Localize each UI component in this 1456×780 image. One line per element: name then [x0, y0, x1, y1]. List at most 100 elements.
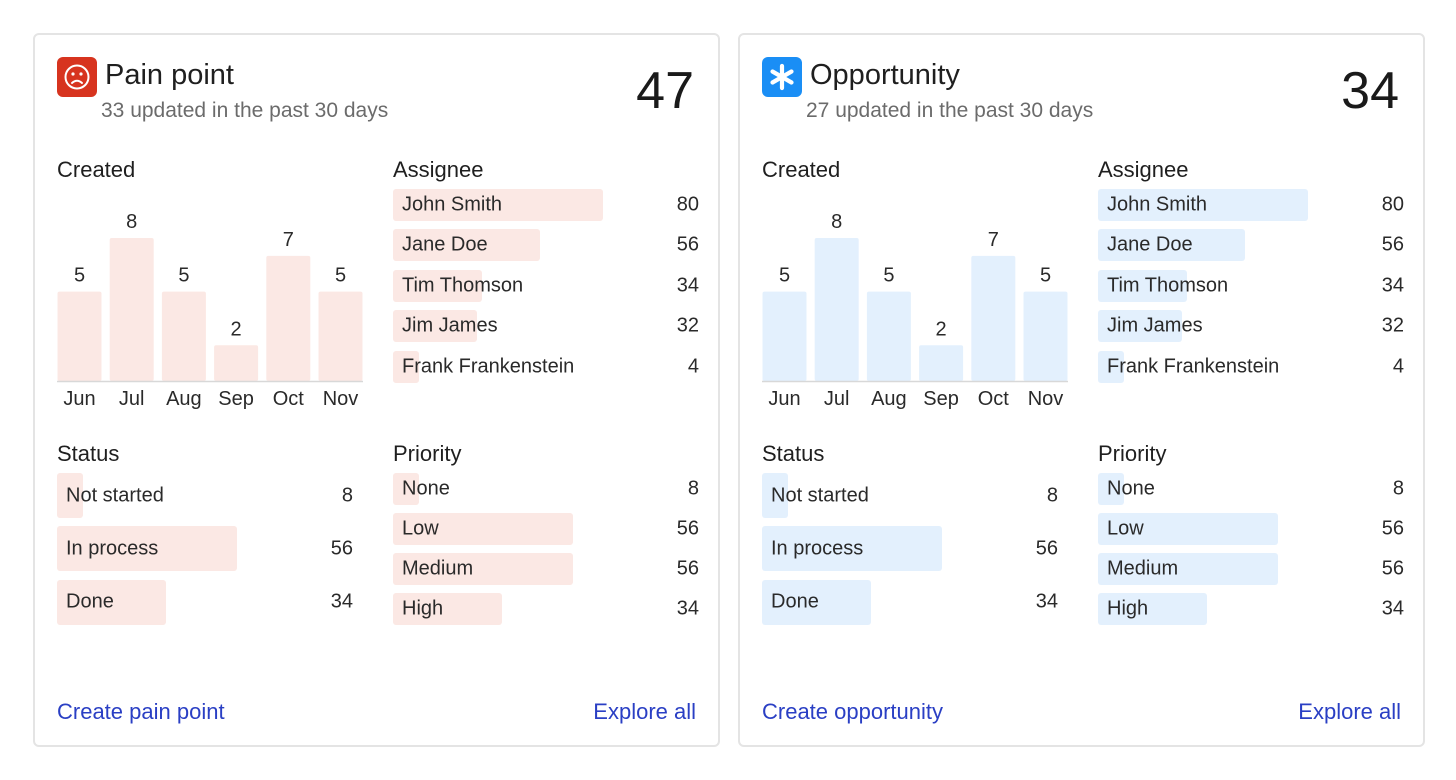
priority-row[interactable]: Low 56	[1098, 513, 1404, 545]
status-count: 56	[330, 537, 353, 560]
priority-bar-fill	[393, 553, 573, 585]
assignee-bar-fill	[1098, 269, 1188, 302]
status-label: Done	[66, 590, 114, 613]
status-bar-fill	[57, 473, 83, 518]
assignee-label: Jane Doe	[402, 233, 488, 256]
card-title: Opportunity	[810, 59, 960, 91]
explore-all-link[interactable]: Explore all	[593, 699, 696, 724]
status-label: In process	[66, 537, 159, 560]
asterisk-icon	[762, 57, 802, 97]
assignee-label: Frank Frankenstein	[402, 355, 575, 378]
created-month-label: Oct	[273, 388, 305, 410]
created-month-label: Aug	[871, 388, 907, 410]
assignee-label: Frank Frankenstein	[1107, 355, 1280, 378]
assignee-row[interactable]: Jim James 32	[1098, 310, 1404, 343]
created-bar-sep[interactable]	[919, 345, 964, 381]
assignee-count: 80	[1381, 193, 1404, 216]
priority-count: 34	[676, 597, 699, 620]
created-month-label: Nov	[1028, 388, 1064, 410]
created-bar-oct[interactable]	[971, 255, 1016, 381]
assignee-label: Jim James	[402, 314, 498, 337]
sad-face-icon	[57, 57, 97, 97]
created-bar-jun[interactable]	[57, 291, 102, 381]
assignee-row[interactable]: John Smith 80	[393, 189, 699, 221]
created-bar-sep[interactable]	[214, 345, 259, 381]
priority-label: None	[1107, 477, 1155, 500]
created-bar-nov[interactable]	[1023, 291, 1068, 381]
created-section-title: Created	[762, 157, 841, 182]
status-bar-fill	[57, 526, 237, 572]
created-bar-value-label: 8	[831, 211, 842, 233]
priority-row[interactable]: None 8	[393, 473, 699, 505]
status-label: Not started	[66, 484, 164, 506]
create-pain-point-link[interactable]: Create pain point	[57, 699, 225, 724]
assignee-count: 56	[676, 233, 699, 256]
priority-row[interactable]: High 34	[393, 593, 699, 625]
priority-row[interactable]: High 34	[1098, 593, 1404, 625]
assignee-label: Jim James	[1107, 314, 1203, 337]
assignee-row[interactable]: Tim Thomson 34	[1098, 269, 1404, 302]
create-opportunity-link[interactable]: Create opportunity	[762, 699, 943, 724]
created-bar-value-label: 7	[988, 229, 999, 251]
priority-label: Medium	[402, 557, 474, 580]
created-bar-value-label: 5	[779, 265, 790, 287]
assignee-row[interactable]: Jane Doe 56	[1098, 229, 1404, 262]
created-bar-jun[interactable]	[762, 291, 807, 381]
explore-all-link[interactable]: Explore all	[1298, 699, 1401, 724]
priority-bar-fill	[1098, 593, 1208, 625]
card-subtitle: 33 updated in the past 30 days	[101, 99, 389, 122]
status-row[interactable]: Not started 8	[762, 473, 1058, 518]
created-bar-value-label: 5	[1040, 265, 1051, 287]
assignee-bar-fill	[393, 350, 419, 383]
card-title: Pain point	[105, 59, 234, 91]
created-month-label: Aug	[166, 388, 202, 410]
status-label: Not started	[771, 484, 869, 506]
priority-section-title: Priority	[393, 441, 462, 466]
created-bar-oct[interactable]	[266, 255, 311, 381]
priority-label: High	[1107, 597, 1149, 620]
priority-label: Medium	[1107, 557, 1179, 580]
created-month-label: Sep	[923, 388, 959, 410]
created-bar-aug[interactable]	[866, 291, 911, 381]
priority-row[interactable]: Medium 56	[393, 553, 699, 585]
assignee-row[interactable]: Frank Frankenstein 4	[393, 350, 699, 383]
status-bar-fill	[57, 579, 167, 625]
assignee-label: John Smith	[1107, 193, 1208, 216]
created-bar-jul[interactable]	[814, 238, 859, 381]
assignee-label: Tim Thomson	[1107, 274, 1229, 297]
assignee-row[interactable]: Jim James 32	[393, 310, 699, 343]
created-bar-jul[interactable]	[109, 238, 154, 381]
status-count: 34	[330, 590, 353, 613]
created-bar-value-label: 5	[883, 265, 894, 287]
created-bar-chart: 5 Jun 8 Jul 5 Aug 2 Sep 7 Oct 5 Nov	[57, 195, 363, 420]
assignee-bar-fill	[393, 189, 603, 221]
assignee-count: 56	[1381, 233, 1404, 256]
created-bar-nov[interactable]	[318, 291, 363, 381]
assignee-row[interactable]: Tim Thomson 34	[393, 269, 699, 302]
assignee-row[interactable]: Frank Frankenstein 4	[1098, 350, 1404, 383]
priority-bar-fill	[393, 513, 573, 545]
assignee-section-title: Assignee	[1098, 157, 1189, 182]
assignee-count: 34	[676, 274, 699, 297]
status-row[interactable]: In process 56	[57, 526, 353, 572]
created-month-label: Nov	[323, 388, 359, 410]
status-row[interactable]: Not started 8	[57, 473, 353, 518]
assignee-row[interactable]: Jane Doe 56	[393, 229, 699, 262]
status-row[interactable]: Done 34	[762, 579, 1058, 625]
priority-bar-fill	[1098, 473, 1124, 505]
opportunity-card: Opportunity 27 updated in the past 30 da…	[738, 33, 1425, 747]
created-bar-value-label: 8	[126, 211, 137, 233]
assignee-count: 32	[676, 314, 699, 337]
assignee-label: Jane Doe	[1107, 233, 1193, 256]
status-row[interactable]: Done 34	[57, 579, 353, 625]
created-bar-aug[interactable]	[161, 291, 206, 381]
priority-row[interactable]: Low 56	[393, 513, 699, 545]
assignee-bar-fill	[1098, 310, 1182, 343]
status-row[interactable]: In process 56	[762, 526, 1058, 572]
status-section-title: Status	[57, 441, 120, 466]
created-chart-svg: 5 Jun 8 Jul 5 Aug 2 Sep 7 Oct 5 Nov	[762, 211, 1068, 410]
assignee-row[interactable]: John Smith 80	[1098, 189, 1404, 221]
priority-row[interactable]: Medium 56	[1098, 553, 1404, 585]
priority-row[interactable]: None 8	[1098, 473, 1404, 505]
created-bar-value-label: 5	[335, 265, 346, 287]
